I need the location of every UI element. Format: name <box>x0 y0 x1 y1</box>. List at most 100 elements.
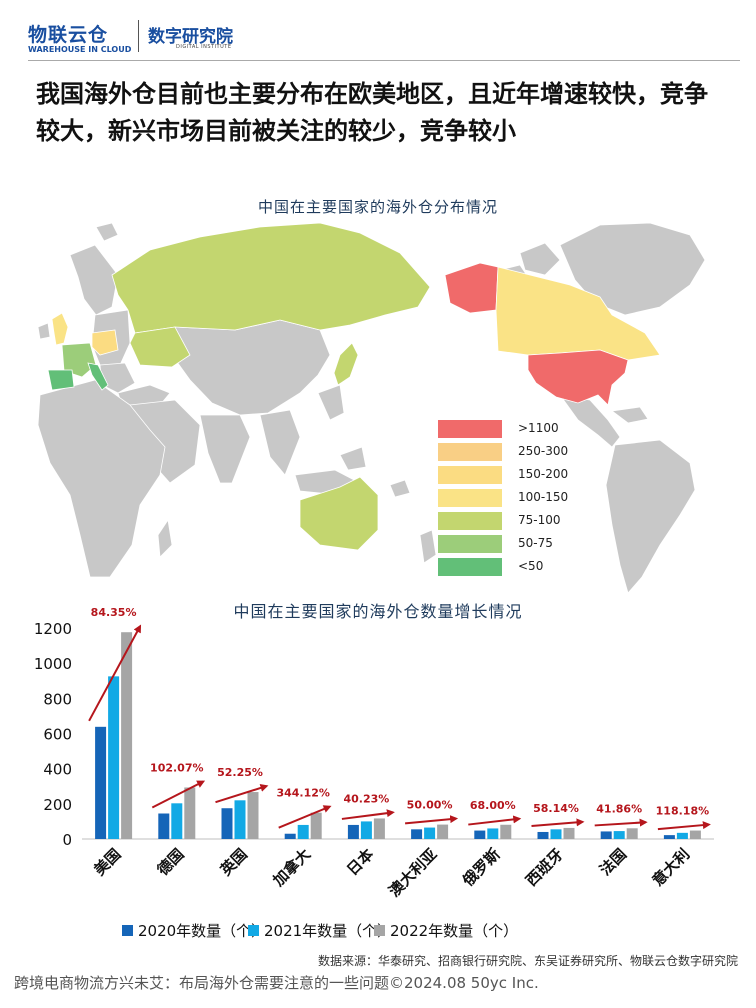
x-tick-label: 日本 <box>343 845 377 879</box>
legend-swatch <box>438 535 502 553</box>
map-canada <box>495 266 661 361</box>
map-central-america <box>559 394 621 448</box>
bar <box>474 830 486 839</box>
legend-item: 50-75 <box>438 535 618 553</box>
growth-label: 50.00% <box>407 799 453 812</box>
bar <box>613 831 625 839</box>
map-russia <box>111 222 431 334</box>
map-kazakhstan <box>129 326 191 368</box>
bar <box>537 831 549 839</box>
x-tick-label: 澳大利亚 <box>385 845 440 900</box>
legend-label: 50-75 <box>518 536 553 550</box>
institute-chinese: 数字研究院 <box>148 27 233 47</box>
bar <box>411 829 423 839</box>
map-usa <box>527 349 629 406</box>
growth-label: 40.23% <box>343 792 389 805</box>
bar <box>424 827 436 839</box>
growth-label: 102.07% <box>150 761 203 774</box>
x-tick-label: 意大利 <box>649 845 694 890</box>
logo-english: WAREHOUSE IN CLOUD <box>28 45 132 54</box>
x-tick-label: 英国 <box>217 845 251 879</box>
growth-arrow <box>278 805 332 829</box>
bar <box>247 792 259 839</box>
legend-swatch <box>438 443 502 461</box>
bar <box>360 821 372 839</box>
growth-arrow <box>594 818 648 827</box>
map-title: 中国在主要国家的海外仓分布情况 <box>257 198 498 216</box>
map-uk <box>51 312 69 346</box>
map-africa <box>37 379 166 578</box>
data-source: 数据来源：华泰研究、招商银行研究院、东吴证券研究所、物联云仓数字研究院 <box>317 954 738 968</box>
legend-item: 150-200 <box>438 466 618 484</box>
map-japan <box>333 342 359 386</box>
bar <box>500 824 512 839</box>
legend-swatch <box>248 925 259 936</box>
y-tick-label: 600 <box>43 726 72 744</box>
legend-swatch <box>438 512 502 530</box>
bar <box>626 828 638 839</box>
bar <box>347 824 359 839</box>
x-tick-label: 美国 <box>90 845 124 879</box>
world-map <box>37 222 706 594</box>
y-tick-label: 1200 <box>34 620 72 638</box>
bar <box>95 726 107 839</box>
legend-label: 2022年数量（个） <box>390 922 518 940</box>
growth-label: 41.86% <box>596 802 642 815</box>
x-tick-label: 西班牙 <box>522 845 567 890</box>
growth-label: 52.25% <box>217 766 263 779</box>
map-arctic-islands <box>519 242 561 276</box>
legend-item: <50 <box>438 558 618 576</box>
legend-swatch <box>438 420 502 438</box>
growth-arrow <box>151 780 206 809</box>
growth-arrow <box>405 815 459 825</box>
legend-swatch <box>438 489 502 507</box>
y-tick-label: 1000 <box>34 655 72 673</box>
legend-label: 2021年数量（个） <box>264 922 392 940</box>
legend-item: 250-300 <box>438 443 618 461</box>
map-italy <box>87 362 109 391</box>
growth-arrow <box>341 809 395 820</box>
bar <box>234 800 246 839</box>
map-alaska <box>444 262 499 314</box>
growth-arrow <box>88 624 142 722</box>
bar <box>373 818 385 839</box>
map-france <box>61 342 97 378</box>
map-spain <box>47 369 75 391</box>
growth-label: 344.12% <box>276 787 329 800</box>
bar <box>676 832 688 839</box>
growth-label: 84.35% <box>91 606 137 619</box>
page-footer: 跨境电商物流方兴未艾：布局海外仓需要注意的一些问题©2024.08 50yc I… <box>14 974 539 992</box>
legend-label: 2020年数量（个） <box>138 922 266 940</box>
bar <box>550 829 562 839</box>
bar <box>310 812 322 839</box>
legend-swatch <box>374 925 385 936</box>
growth-arrow <box>468 815 522 826</box>
map-scandinavia <box>69 244 119 316</box>
bar <box>171 803 183 839</box>
bar <box>689 830 701 839</box>
legend-label: 100-150 <box>518 490 569 504</box>
y-tick-label: 800 <box>43 690 72 708</box>
bar <box>108 676 120 839</box>
growth-arrow <box>657 821 711 831</box>
legend-swatch <box>122 925 133 936</box>
bar <box>437 824 449 839</box>
bar-chart: 0 200 400 600 800 1000 1200 84.35% 102.07% 52.25… <box>34 606 714 940</box>
header: 物联云仓 WAREHOUSE IN CLOUD 数字研究院 DIGITAL IN… <box>0 0 756 70</box>
x-tick-label: 德国 <box>154 845 188 879</box>
bar <box>121 632 133 839</box>
legend-label: 150-200 <box>518 467 569 481</box>
bar <box>184 787 196 839</box>
map-india <box>199 414 251 484</box>
growth-arrow <box>215 784 269 804</box>
legend-label: >1100 <box>518 421 559 435</box>
legend-label: 250-300 <box>518 444 569 458</box>
x-tick-label: 俄罗斯 <box>458 845 503 890</box>
growth-label: 58.14% <box>533 802 579 815</box>
legend-item: 75-100 <box>438 512 618 530</box>
map-southeast-asia <box>259 409 301 476</box>
map-china <box>171 319 331 416</box>
growth-arrow <box>531 818 585 827</box>
map-iceland <box>95 222 119 242</box>
bar <box>297 824 309 839</box>
